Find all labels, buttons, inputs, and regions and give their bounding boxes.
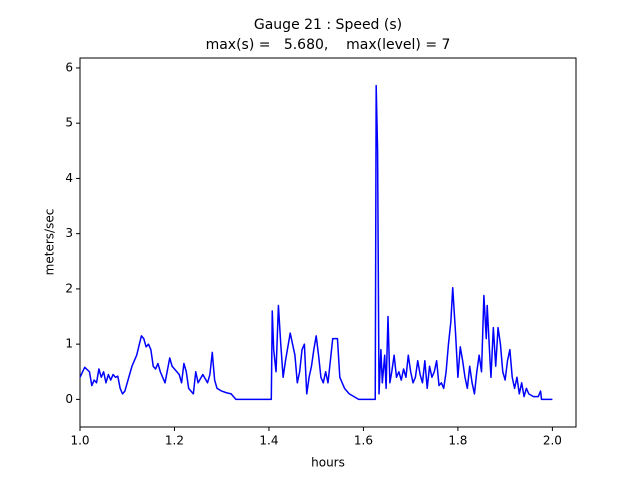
x-tick-label: 1.4 xyxy=(259,434,278,448)
y-tick-label: 5 xyxy=(65,116,73,130)
data-line xyxy=(79,84,553,401)
x-tick-label: 1.0 xyxy=(70,434,89,448)
axes-frame xyxy=(79,57,577,428)
y-tick-label: 1 xyxy=(65,337,73,351)
y-tick-label: 3 xyxy=(65,226,73,240)
chart-title: Gauge 21 : Speed (s) xyxy=(254,17,402,33)
y-axis-label: meters/sec xyxy=(43,209,57,276)
chart-subtitle: max(s) = 5.680, max(level) = 7 xyxy=(206,37,451,53)
x-tick-label: 1.6 xyxy=(354,434,373,448)
x-tick-label: 2.0 xyxy=(543,434,562,448)
y-tick-label: 4 xyxy=(65,171,73,185)
y-tick-label: 2 xyxy=(65,281,73,295)
x-tick-label: 1.2 xyxy=(165,434,184,448)
x-axis-label: hours xyxy=(311,456,345,470)
y-tick-label: 0 xyxy=(65,392,73,406)
x-tick-label: 1.8 xyxy=(448,434,467,448)
y-tick-label: 6 xyxy=(65,60,73,74)
